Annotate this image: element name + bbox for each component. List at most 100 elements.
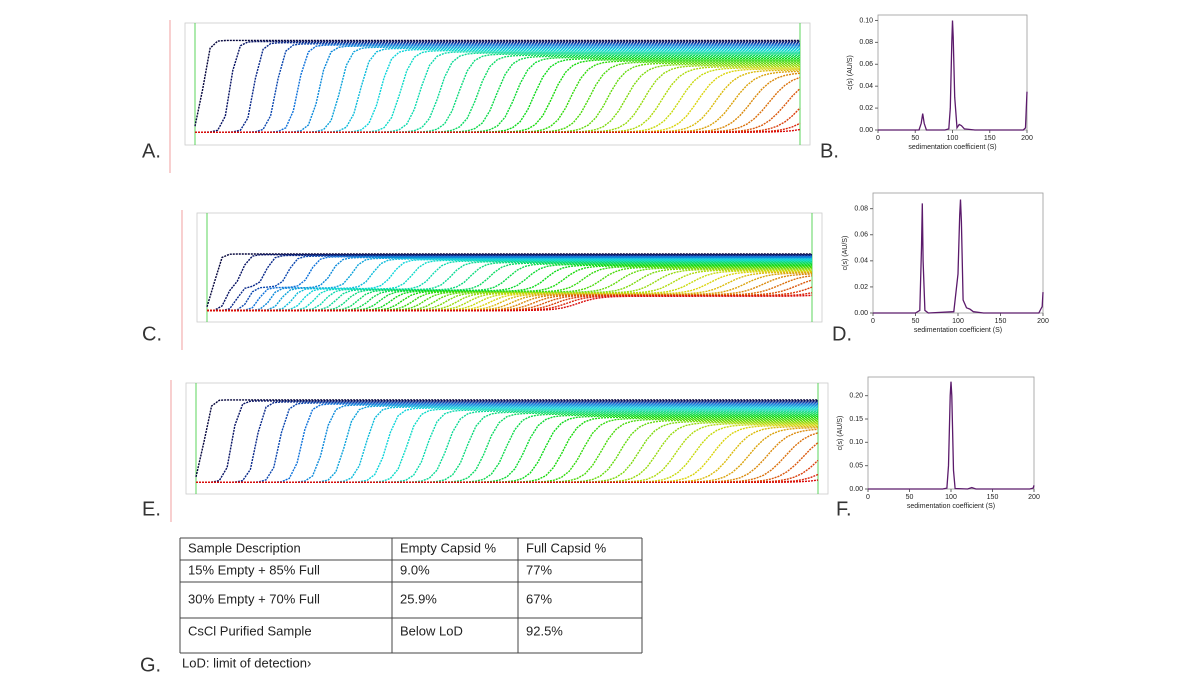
scan-curve xyxy=(195,62,800,133)
y-tick-label: 0.00 xyxy=(849,486,863,493)
scan-curve xyxy=(196,423,818,483)
panel-label: A. xyxy=(142,140,161,162)
panel-label: C. xyxy=(142,323,162,345)
scan-curve xyxy=(195,40,800,133)
results-table: Sample Description Empty Capsid % Full Cap… xyxy=(179,537,643,654)
scan-curve xyxy=(195,128,801,133)
scan-curve xyxy=(196,432,819,483)
table-header: Sample Description xyxy=(188,540,301,555)
scan-curve xyxy=(196,479,819,483)
scan-curve xyxy=(195,60,800,133)
x-axis-label: sedimentation coefficient (S) xyxy=(907,503,995,510)
scan-curve xyxy=(196,418,818,483)
y-tick-label: 0.08 xyxy=(859,39,873,46)
scan-curve xyxy=(195,42,800,133)
scan-frame xyxy=(196,212,823,323)
distribution-line xyxy=(868,381,1035,490)
y-tick-label: 0.04 xyxy=(854,258,868,265)
scan-curve xyxy=(196,412,818,483)
y-axis-label: c(s) (AU/S) xyxy=(842,236,849,271)
scan-curve xyxy=(196,402,818,483)
y-tick-label: 0.20 xyxy=(849,393,863,400)
distribution-line xyxy=(878,20,1028,131)
scan-curve xyxy=(195,70,801,133)
x-tick-label: 200 xyxy=(1037,318,1049,325)
scan-curve xyxy=(195,61,800,133)
y-tick-label: 0.04 xyxy=(859,83,873,90)
table-header: Empty Capsid % xyxy=(400,540,497,555)
scan-curve xyxy=(195,69,800,133)
x-tick-label: 200 xyxy=(1028,494,1040,501)
plot-frame xyxy=(867,376,1035,490)
table-header: Full Capsid % xyxy=(526,540,607,555)
scan-curve xyxy=(207,258,812,312)
scan-curve xyxy=(196,425,818,483)
scan-curve xyxy=(195,59,800,133)
scan-frame xyxy=(184,22,811,146)
scan-curve xyxy=(195,43,800,133)
y-tick-label: 0.06 xyxy=(854,232,868,239)
x-tick-label: 150 xyxy=(987,494,999,501)
y-axis-label: c(s) (AU/S) xyxy=(847,55,854,90)
scan-curve xyxy=(195,72,801,133)
scan-curve xyxy=(195,67,800,133)
scan-curve xyxy=(195,76,801,133)
scan-curve xyxy=(207,294,813,312)
table-cell: 92.5% xyxy=(526,623,563,638)
scan-curve xyxy=(195,56,800,133)
scan-curve xyxy=(196,419,818,483)
x-tick-label: 50 xyxy=(912,318,920,325)
table-cell: 25.9% xyxy=(400,591,437,606)
scan-curve xyxy=(195,58,800,133)
x-tick-label: 150 xyxy=(995,318,1007,325)
y-tick-label: 0.10 xyxy=(849,439,863,446)
x-tick-label: 100 xyxy=(947,135,959,142)
scan-curve xyxy=(196,428,819,483)
scan-panel xyxy=(170,380,829,522)
scan-panel xyxy=(169,20,811,173)
table-cell: 67% xyxy=(526,591,552,606)
table-cell: Below LoD xyxy=(400,623,463,638)
scan-curve xyxy=(195,66,800,133)
scan-frame xyxy=(185,382,829,495)
panel-label: D. xyxy=(832,323,852,345)
table-cell: 30% Empty + 70% Full xyxy=(188,591,320,606)
table-footnote: LoD: limit of detection› xyxy=(182,655,311,670)
scan-curve xyxy=(195,64,800,133)
table-cell: 9.0% xyxy=(400,562,430,577)
y-tick-label: 0.08 xyxy=(854,205,868,212)
y-tick-label: 0.02 xyxy=(854,284,868,291)
scan-curve xyxy=(195,68,800,133)
x-tick-label: 100 xyxy=(952,318,964,325)
scan-curve xyxy=(196,400,818,483)
scan-curve xyxy=(194,39,800,127)
y-axis-label: c(s) (AU/S) xyxy=(837,416,844,451)
x-tick-label: 200 xyxy=(1021,135,1033,142)
scan-curve xyxy=(195,399,818,478)
scan-curve xyxy=(196,401,818,483)
scan-curve xyxy=(196,420,818,483)
scan-curve xyxy=(196,415,818,483)
y-tick-label: 0.00 xyxy=(859,127,873,134)
y-tick-label: 0.10 xyxy=(859,17,873,24)
x-tick-label: 150 xyxy=(984,135,996,142)
scan-curve xyxy=(196,421,818,483)
x-tick-label: 50 xyxy=(911,135,919,142)
x-tick-label: 100 xyxy=(945,494,957,501)
scan-curve xyxy=(196,422,818,483)
scan-curve xyxy=(196,414,818,483)
panel-label: G. xyxy=(140,654,161,675)
x-tick-label: 50 xyxy=(906,494,914,501)
scan-curve xyxy=(196,424,818,483)
x-axis-label: sedimentation coefficient (S) xyxy=(914,327,1002,334)
panel-label: F. xyxy=(836,498,852,520)
table-cell: 77% xyxy=(526,562,552,577)
scan-curve xyxy=(196,403,818,483)
x-tick-label: 0 xyxy=(876,135,880,142)
y-tick-label: 0.06 xyxy=(859,61,873,68)
distribution-line xyxy=(873,199,1044,314)
scan-curve xyxy=(195,45,800,133)
x-axis-label: sedimentation coefficient (S) xyxy=(908,144,996,151)
panel-label: B. xyxy=(820,140,839,162)
